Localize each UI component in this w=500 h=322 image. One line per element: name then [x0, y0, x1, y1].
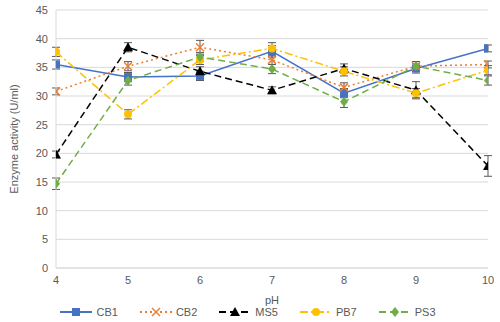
svg-text:4: 4: [53, 274, 59, 286]
svg-text:15: 15: [36, 176, 48, 188]
svg-text:9: 9: [413, 274, 419, 286]
svg-text:8: 8: [341, 274, 347, 286]
html-text:MS5: MS5: [255, 306, 278, 318]
svg-text:20: 20: [36, 147, 48, 159]
svg-text:6: 6: [197, 274, 203, 286]
svg-text:10: 10: [482, 274, 492, 286]
svg-text:10: 10: [36, 205, 48, 217]
html-text:CB2: CB2: [175, 306, 198, 318]
svg-text:0: 0: [42, 262, 48, 274]
svg-text:Enzyme activity (U/ml): Enzyme activity (U/ml): [8, 84, 20, 193]
svg-text:30: 30: [36, 90, 48, 102]
svg-text:5: 5: [42, 233, 48, 245]
svg-text:25: 25: [36, 119, 48, 131]
svg-text:pH: pH: [265, 294, 279, 306]
html-text:PS3: PS3: [414, 306, 436, 318]
svg-text:5: 5: [125, 274, 131, 286]
svg-text:7: 7: [269, 274, 275, 286]
svg-text:45: 45: [36, 4, 48, 16]
html-text:CB1: CB1: [96, 306, 118, 318]
svg-text:40: 40: [36, 33, 48, 45]
svg-text:35: 35: [36, 61, 48, 73]
html-text:PB7: PB7: [335, 306, 357, 318]
